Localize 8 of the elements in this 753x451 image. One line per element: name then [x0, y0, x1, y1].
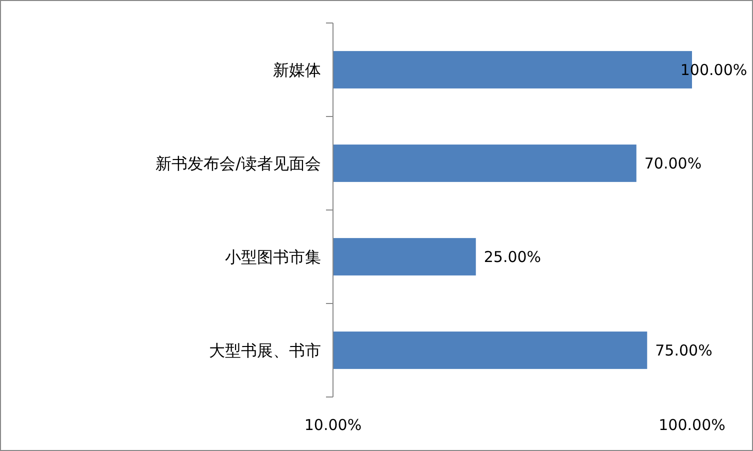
y-tick-label: 小型图书市集: [225, 247, 321, 266]
y-tick-label: 大型书展、书市: [209, 340, 321, 360]
x-tick-label: 10.00%: [304, 416, 362, 434]
data-label: 75.00%: [655, 341, 712, 360]
data-label: 25.00%: [484, 248, 542, 266]
y-tick-label: 新书发布会/读者见面会: [156, 154, 321, 173]
y-tick-label: 新媒体: [273, 60, 321, 80]
data-label: 70.00%: [644, 154, 702, 172]
